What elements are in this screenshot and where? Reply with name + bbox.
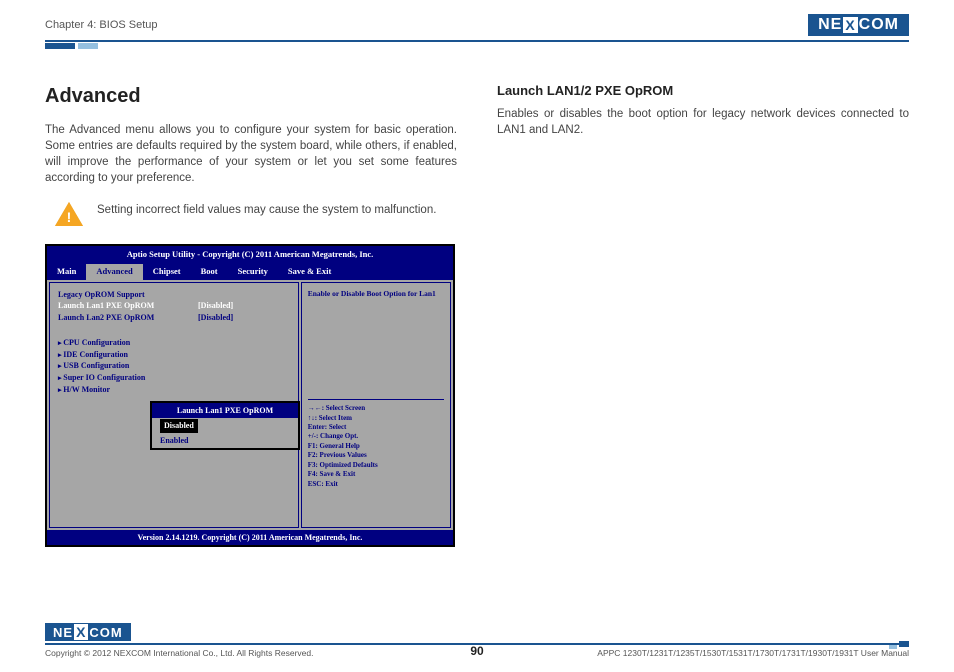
bios-tab-security[interactable]: Security xyxy=(228,264,278,280)
bios-popup: Launch Lan1 PXE OpROM Disabled Enabled xyxy=(150,401,300,450)
bios-right-pane: Enable or Disable Boot Option for Lan1 →… xyxy=(301,282,451,528)
page-header: Chapter 4: BIOS Setup NEXCOM xyxy=(0,0,954,40)
bios-left-pane: Legacy OpROM Support Launch Lan1 PXE OpR… xyxy=(49,282,299,528)
copyright-text: Copyright © 2012 NEXCOM International Co… xyxy=(45,648,313,658)
bios-row-lan2[interactable]: Launch Lan2 PXE OpROM [Disabled] xyxy=(58,312,290,323)
logo-text-pre: NE xyxy=(818,16,842,34)
bios-title: Aptio Setup Utility - Copyright (C) 2011… xyxy=(47,246,453,264)
bios-tab-chipset[interactable]: Chipset xyxy=(143,264,191,280)
intro-text: The Advanced menu allows you to configur… xyxy=(45,122,457,186)
logo-text-post: COM xyxy=(859,16,899,34)
bios-row-key: Launch Lan2 PXE OpROM xyxy=(58,312,198,323)
bios-tab-boot[interactable]: Boot xyxy=(191,264,228,280)
page-title: Advanced xyxy=(45,82,457,110)
warning-text: Setting incorrect field values may cause… xyxy=(97,202,436,218)
help-key-line: F3: Optimized Defaults xyxy=(308,461,444,470)
header-rule xyxy=(45,40,909,42)
bios-screenshot: Aptio Setup Utility - Copyright (C) 2011… xyxy=(45,244,455,547)
bios-footer: Version 2.14.1219. Copyright (C) 2011 Am… xyxy=(47,530,453,545)
bios-body: Legacy OpROM Support Launch Lan1 PXE OpR… xyxy=(47,280,453,530)
section-body: Enables or disables the boot option for … xyxy=(497,106,909,138)
bios-tab-advanced[interactable]: Advanced xyxy=(86,264,142,280)
help-key-line: +/-: Change Opt. xyxy=(308,432,444,441)
help-key-line: Enter: Select xyxy=(308,423,444,432)
page-number: 90 xyxy=(470,644,483,658)
bios-popup-option-disabled: Disabled xyxy=(160,419,198,432)
left-column: Advanced The Advanced menu allows you to… xyxy=(45,82,457,547)
bios-help-text: Enable or Disable Boot Option for Lan1 xyxy=(308,289,444,399)
bios-row-key: Launch Lan1 PXE OpROM xyxy=(58,300,198,311)
bios-row-lan1[interactable]: Launch Lan1 PXE OpROM [Disabled] xyxy=(58,300,290,311)
content-area: Advanced The Advanced menu allows you to… xyxy=(0,42,954,547)
footer-logo: NEXCOM xyxy=(45,623,909,643)
footer-row: Copyright © 2012 NEXCOM International Co… xyxy=(45,648,909,658)
bios-popup-option-enabled[interactable]: Enabled xyxy=(152,433,298,448)
doc-reference: APPC 1230T/1231T/1235T/1530T/1531T/1730T… xyxy=(597,648,909,658)
warning-icon: ! xyxy=(55,202,83,228)
bios-popup-title: Launch Lan1 PXE OpROM xyxy=(152,403,298,418)
help-key-line: F4: Save & Exit xyxy=(308,470,444,479)
section-subtitle: Launch LAN1/2 PXE OpROM xyxy=(497,82,909,100)
help-key-line: ESC: Exit xyxy=(308,480,444,489)
bios-section-heading: Legacy OpROM Support xyxy=(58,289,290,300)
bios-help-keys: →←: Select Screen ↑↓: Select Item Enter:… xyxy=(308,399,444,489)
bios-submenu-cpu[interactable]: CPU Configuration xyxy=(58,337,290,349)
bios-tab-main[interactable]: Main xyxy=(47,264,86,280)
logo-text-post: COM xyxy=(89,625,122,640)
bios-row-val: [Disabled] xyxy=(198,312,233,323)
right-column: Launch LAN1/2 PXE OpROM Enables or disab… xyxy=(497,82,909,547)
bios-row-val: [Disabled] xyxy=(198,300,233,311)
bios-submenu-ide[interactable]: IDE Configuration xyxy=(58,349,290,361)
brand-logo: NEXCOM xyxy=(808,14,909,36)
page-footer: NEXCOM Copyright © 2012 NEXCOM Internati… xyxy=(45,623,909,658)
warning-box: ! Setting incorrect field values may cau… xyxy=(55,202,457,228)
bios-tab-save-exit[interactable]: Save & Exit xyxy=(278,264,341,280)
bios-popup-option-disabled-wrap[interactable]: Disabled xyxy=(152,418,298,432)
logo-text-x: X xyxy=(843,17,857,33)
help-key-line: F1: General Help xyxy=(308,442,444,451)
help-key-line: ↑↓: Select Item xyxy=(308,414,444,423)
help-key-line: F2: Previous Values xyxy=(308,451,444,460)
logo-text-pre: NE xyxy=(53,625,73,640)
bios-menubar: Main Advanced Chipset Boot Security Save… xyxy=(47,264,453,280)
bios-submenu-hwmon[interactable]: H/W Monitor xyxy=(58,384,290,396)
help-key-line: →←: Select Screen xyxy=(308,404,444,413)
bios-submenu-superio[interactable]: Super IO Configuration xyxy=(58,372,290,384)
chapter-title: Chapter 4: BIOS Setup xyxy=(45,19,158,31)
bios-submenu-usb[interactable]: USB Configuration xyxy=(58,360,290,372)
logo-text-x: X xyxy=(74,624,88,640)
